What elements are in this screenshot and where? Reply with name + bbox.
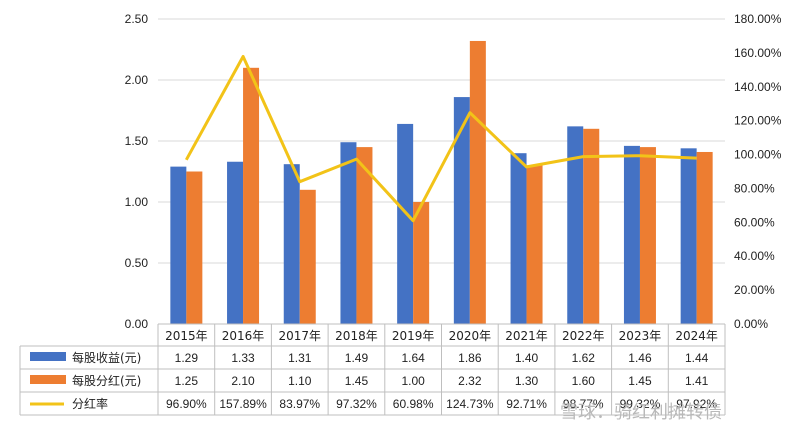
eps-bar [623, 145, 640, 324]
table-cell-value: 1.60 [572, 374, 596, 388]
table-cell-value: 1.10 [288, 374, 312, 388]
y-left-tick-label: 1.50 [125, 134, 149, 148]
legend-color-swatch [30, 352, 66, 361]
table-cell-value: 1.44 [685, 351, 709, 365]
y-right-tick-label: 20.00% [734, 283, 775, 297]
x-category-label: 2020年 [449, 329, 492, 343]
table-cell-value: 96.90% [166, 397, 207, 411]
x-category-label: 2019年 [392, 329, 435, 343]
y-axis-left: 0.00 0.50 1.00 1.50 2.00 2.50 [125, 12, 149, 331]
eps-bar [227, 161, 244, 324]
table-cell-value: 1.29 [175, 351, 199, 365]
dividend-bar [583, 128, 600, 324]
y-right-tick-label: 120.00% [734, 114, 782, 128]
table-cell-value: 98.77% [563, 397, 604, 411]
dividend-bar [469, 40, 486, 325]
eps-bar [397, 123, 414, 324]
table-cell-value: 124.73% [446, 397, 494, 411]
x-category-label: 2017年 [278, 329, 321, 343]
legend-color-swatch [30, 375, 66, 384]
y-left-tick-label: 0.00 [125, 317, 149, 331]
dividend-bar [413, 202, 430, 324]
table-cell-value: 1.45 [345, 374, 369, 388]
x-category-label: 2024年 [675, 329, 718, 343]
table-cell-value: 60.98% [393, 397, 434, 411]
y-right-tick-label: 60.00% [734, 215, 775, 229]
eps-bar [170, 166, 187, 324]
y-right-tick-label: 80.00% [734, 181, 775, 195]
x-category-label: 2022年 [562, 329, 605, 343]
eps-bar [680, 148, 697, 324]
table-cell-value: 1.45 [628, 374, 652, 388]
dividend-bar [526, 165, 543, 324]
dividend-bar [356, 147, 373, 324]
table-cell-value: 1.25 [175, 374, 199, 388]
legend-label: 分红率 [72, 396, 108, 411]
table-cell-value: 1.31 [288, 351, 312, 365]
table-cell-value: 1.33 [231, 351, 255, 365]
table-cell-value: 1.40 [515, 351, 539, 365]
data-table: 2015年 2016年 2017年 2018年 2019年 2020年 2021年 2022年… [19, 323, 726, 416]
y-right-tick-label: 0.00% [734, 317, 768, 331]
dividend-bar [299, 189, 316, 324]
y-left-tick-label: 2.00 [125, 73, 149, 87]
y-right-tick-label: 140.00% [734, 80, 782, 94]
table-cell-value: 2.10 [231, 374, 255, 388]
dividend-bar [696, 151, 713, 324]
table-cell-value: 157.89% [219, 397, 267, 411]
x-category-label: 2023年 [619, 329, 662, 343]
y-right-tick-label: 180.00% [734, 12, 782, 26]
table-cell-value: 2.32 [458, 374, 482, 388]
x-category-label: 2021年 [505, 329, 548, 343]
legend-label: 每股分红(元) [72, 373, 141, 388]
watermark: 雪球：骑红利摊转债 [560, 402, 722, 423]
eps-bar [283, 164, 300, 324]
table-cell-value: 83.97% [279, 397, 320, 411]
table-cell-value: 1.41 [685, 374, 709, 388]
x-category-label: 2018年 [335, 329, 378, 343]
x-category-label: 2015年 [165, 329, 208, 343]
y-left-tick-label: 1.00 [125, 195, 149, 209]
bars [170, 40, 713, 325]
eps-bar [567, 126, 584, 324]
table-cell-value: 1.46 [628, 351, 652, 365]
table-cell-value: 97.32% [336, 397, 377, 411]
legend-label: 每股收益(元) [72, 350, 141, 365]
table-cell-value: 1.30 [515, 374, 539, 388]
x-category-label: 2016年 [222, 329, 265, 343]
dividend-bar [639, 147, 656, 324]
table-cell-value: 1.62 [572, 351, 596, 365]
table-cell-value: 1.64 [401, 351, 425, 365]
y-left-tick-label: 2.50 [125, 12, 149, 26]
payout-line [184, 55, 697, 223]
table-cell-value: 97.92% [676, 397, 717, 411]
dividend-bar [186, 171, 203, 324]
y-axis-right: 0.00% 20.00% 40.00% 60.00% 80.00% 100.00% 120.… [734, 12, 782, 331]
table-cell-value: 1.00 [401, 374, 425, 388]
eps-bar [453, 97, 470, 324]
table-cell-value: 1.49 [345, 351, 369, 365]
y-right-tick-label: 40.00% [734, 249, 775, 263]
y-right-tick-label: 100.00% [734, 148, 782, 162]
y-left-tick-label: 0.50 [125, 256, 149, 270]
eps-bar [340, 142, 357, 324]
table-cell-value: 99.32% [620, 397, 661, 411]
eps-bar [510, 153, 527, 324]
table-cell-value: 92.71% [506, 397, 547, 411]
table-cell-value: 1.86 [458, 351, 482, 365]
dividend-bar [243, 67, 260, 325]
y-right-tick-label: 160.00% [734, 46, 782, 60]
payout-ratio-line [184, 55, 697, 223]
